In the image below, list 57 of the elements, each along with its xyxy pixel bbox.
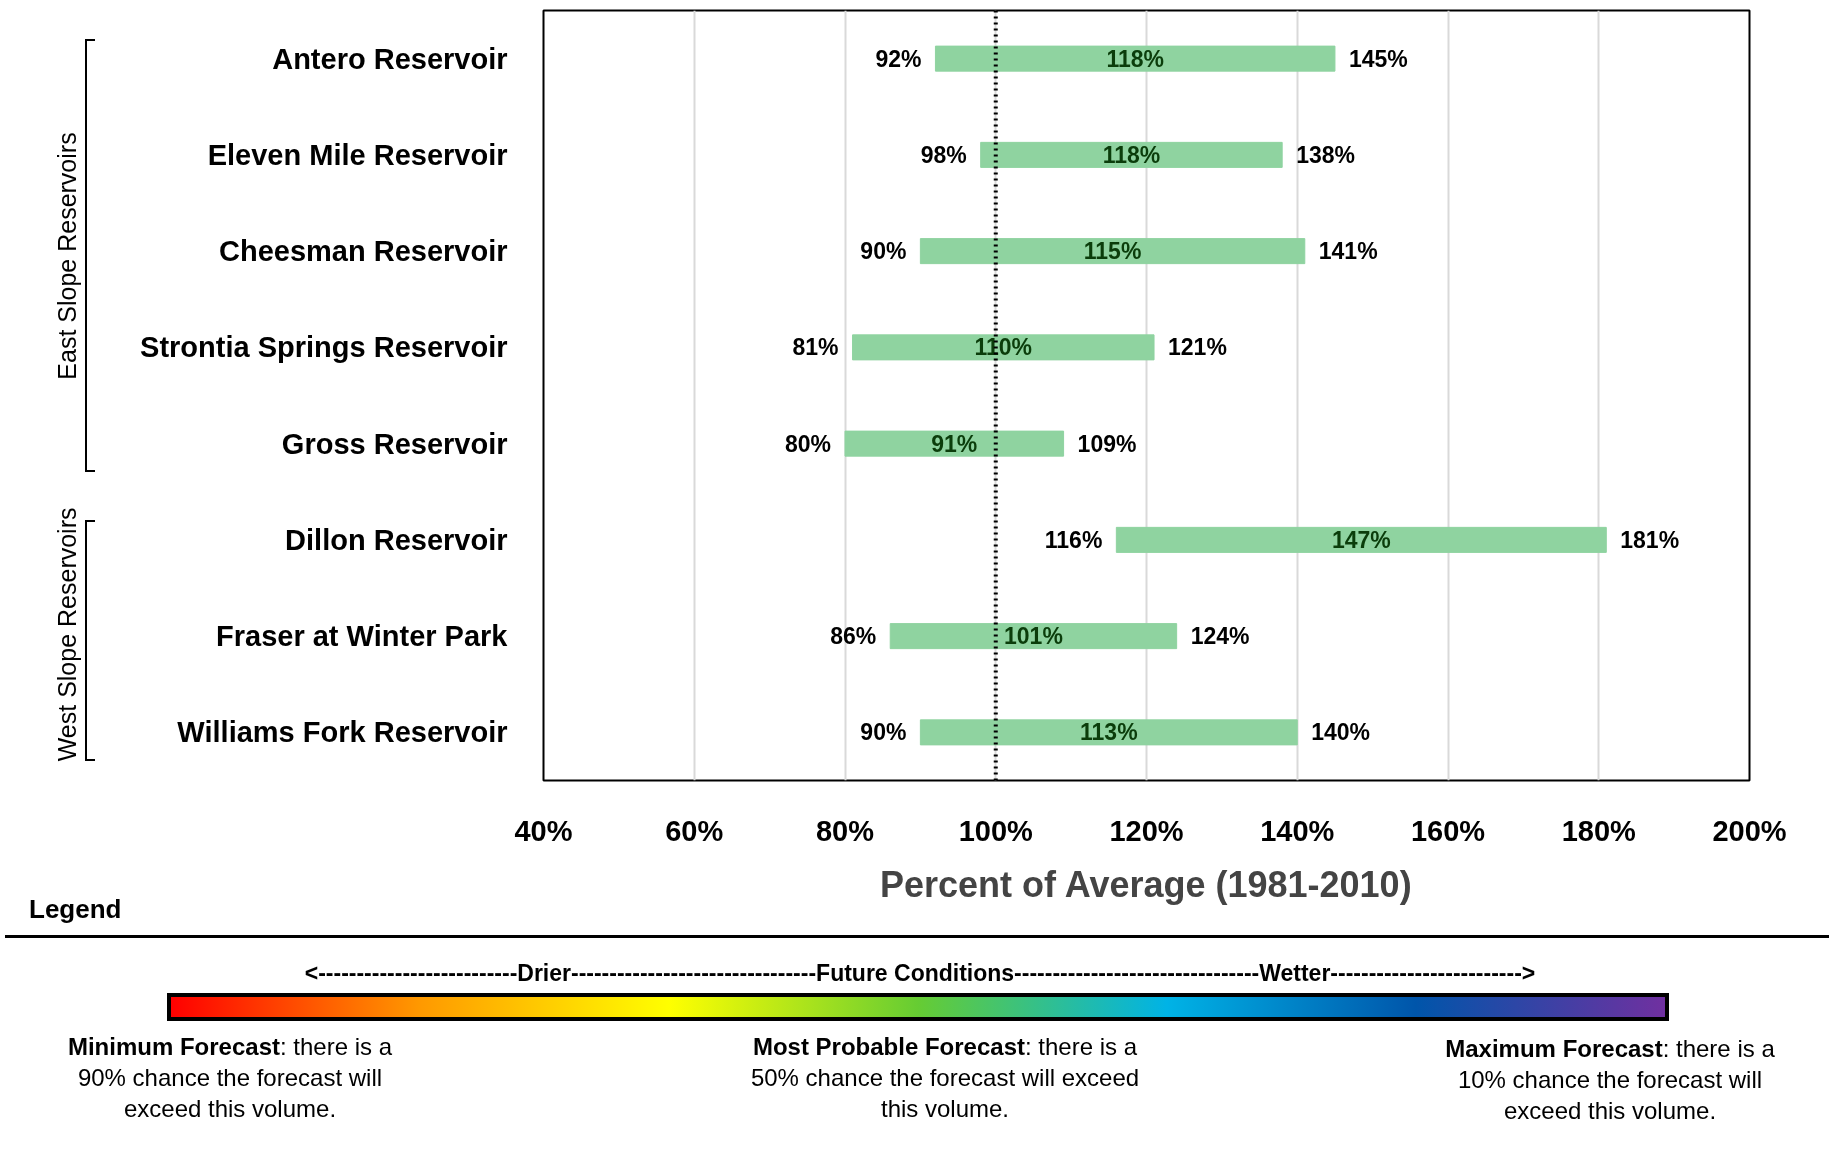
bar — [1115, 526, 1607, 553]
bar — [852, 334, 1155, 361]
annotation: 116% — [1044, 526, 1103, 553]
annotation: 140% — [1311, 719, 1371, 746]
text: Minimum Forecast: there is a 90% chance the forecast will exceed this volume. — [66, 1032, 394, 1124]
text: East Slope Reservoirs — [52, 130, 82, 382]
annotation: 115% — [1083, 238, 1142, 265]
y-tick-label: Strontia Springs Reservoir — [140, 331, 508, 364]
text: Most Probable Forecast: there is a 50% chance the forecast will exceed this volume. — [749, 1032, 1141, 1124]
y-tick-label: Williams Fork Reservoir — [177, 716, 508, 749]
annotation: 118% — [1106, 45, 1164, 72]
annotation: 98% — [920, 141, 967, 168]
x-tick-label: 140% — [1260, 814, 1335, 847]
annotation: 138% — [1296, 141, 1355, 168]
annotation: 124% — [1190, 623, 1250, 650]
bar — [934, 45, 1336, 72]
annotation: 181% — [1620, 526, 1680, 553]
x-axis-title: Percent of Average (1981-2010) — [880, 863, 1412, 905]
x-tick-label: 40% — [514, 814, 573, 847]
x-tick-label: 200% — [1712, 814, 1787, 847]
x-tick-label: 120% — [1109, 814, 1184, 847]
x-tick-label: 160% — [1410, 814, 1486, 847]
y-tick-label: Cheesman Reservoir — [218, 235, 508, 268]
x-tick-label: 60% — [665, 814, 724, 847]
y-tick-label: Eleven Mile Reservoir — [207, 138, 508, 171]
annotation: 109% — [1077, 430, 1137, 457]
text: West Slope Reservoirs — [52, 507, 82, 761]
annotation: 121% — [1168, 334, 1227, 361]
annotation: 113% — [1080, 719, 1138, 746]
y-tick-label: Dillon Reservoir — [285, 523, 508, 556]
bar — [980, 141, 1283, 168]
annotation: 118% — [1102, 141, 1161, 168]
x-tick-label: 180% — [1561, 814, 1637, 847]
annotation: 101% — [1004, 623, 1063, 650]
text: <--------------------------Drier--------------------------------Future Conditions--------------------------------Wetter-------------------------> — [303, 959, 1537, 988]
bar — [919, 238, 1306, 265]
text: Maximum Forecast: there is a 10% chance the forecast will exceed this volume. — [1444, 1034, 1776, 1126]
annotation: 141% — [1318, 238, 1378, 265]
bar — [844, 430, 1065, 457]
annotation: 110% — [974, 334, 1033, 361]
bar — [919, 719, 1298, 746]
y-tick-label: Fraser at Winter Park — [216, 620, 509, 653]
annotation: 80% — [784, 430, 832, 457]
annotation: 91% — [931, 430, 978, 457]
bar — [889, 623, 1178, 650]
annotation: 90% — [860, 238, 907, 265]
annotation: 81% — [792, 334, 839, 361]
annotation: 145% — [1348, 45, 1408, 72]
text: Legend — [29, 893, 122, 926]
x-tick-label: 80% — [815, 814, 875, 847]
y-tick-label: Antero Reservoir — [272, 42, 508, 75]
x-tick-label: 100% — [958, 814, 1034, 847]
annotation: 90% — [860, 719, 907, 746]
y-tick-label: Gross Reservoir — [281, 427, 508, 460]
annotation: 92% — [875, 45, 922, 72]
annotation: 147% — [1331, 526, 1391, 553]
annotation: 86% — [830, 623, 877, 650]
